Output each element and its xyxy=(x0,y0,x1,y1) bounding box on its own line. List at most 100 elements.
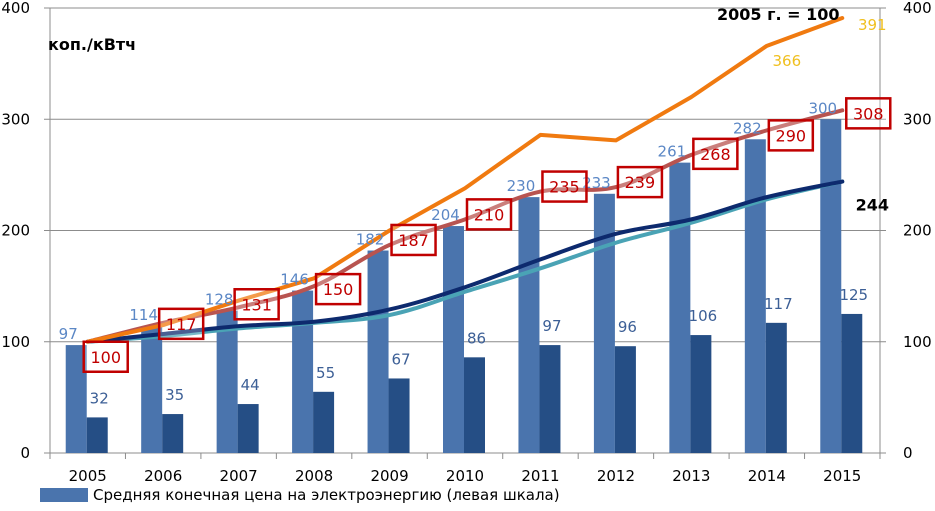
x-tick-label: 2014 xyxy=(748,467,786,485)
bar xyxy=(841,313,863,453)
red-value-label: 150 xyxy=(323,280,354,299)
red-label-box xyxy=(233,288,280,321)
x-tick-label: 2010 xyxy=(446,467,484,485)
bar-value-label: 204 xyxy=(431,206,460,224)
x-tick-label: 2013 xyxy=(672,467,710,485)
red-value-label: 308 xyxy=(853,104,884,123)
bar-value-label: 117 xyxy=(764,295,793,313)
red-label-box xyxy=(616,165,664,199)
y-tick-label-left: 200 xyxy=(1,222,30,240)
y-tick-label-right: 400 xyxy=(903,0,932,17)
red-value-label: 187 xyxy=(398,231,429,250)
bar xyxy=(367,250,389,453)
orange-value-label: 366 xyxy=(772,52,801,70)
bar xyxy=(313,391,335,453)
bar-value-label: 300 xyxy=(808,99,837,117)
bar xyxy=(539,345,561,453)
navy-value-label: 244 xyxy=(856,196,889,215)
line-index-navy xyxy=(85,179,845,344)
bar xyxy=(669,162,691,453)
red-value-label: 117 xyxy=(166,315,197,334)
red-label-box xyxy=(541,170,588,203)
bar xyxy=(216,310,238,453)
red-label-box xyxy=(82,340,129,373)
bar-value-label: 261 xyxy=(658,143,687,161)
bar xyxy=(65,345,87,453)
x-tick-label: 2007 xyxy=(220,467,258,485)
bar-value-label: 67 xyxy=(391,350,410,368)
red-label-box xyxy=(157,307,205,341)
red-label-box xyxy=(845,97,892,130)
line-index-teal xyxy=(85,179,845,344)
y-tick-label-right: 300 xyxy=(903,110,932,128)
bar xyxy=(141,326,163,453)
bar-value-label: 97 xyxy=(59,325,78,343)
x-tick-label: 2011 xyxy=(521,467,559,485)
bar xyxy=(614,346,636,453)
y-tick-label-right: 100 xyxy=(903,333,932,351)
red-value-label: 100 xyxy=(90,348,121,367)
bar xyxy=(443,226,464,453)
bar-value-label: 233 xyxy=(582,174,611,192)
x-tick-label: 2012 xyxy=(597,467,635,485)
bar-value-label: 114 xyxy=(129,306,158,324)
lines xyxy=(85,16,845,344)
bar-value-label: 182 xyxy=(356,231,385,249)
legend-swatch xyxy=(40,488,88,502)
bar-value-label: 97 xyxy=(542,317,561,335)
bar xyxy=(518,197,540,453)
unit-label: коп./кВтч xyxy=(48,35,136,54)
bar-value-label: 230 xyxy=(507,177,536,195)
y-tick-label-left: 100 xyxy=(1,333,30,351)
bar xyxy=(388,378,410,453)
red-label-box xyxy=(692,137,739,171)
bar xyxy=(690,335,712,453)
bar-value-label: 282 xyxy=(733,119,762,137)
y-tick-label-left: 400 xyxy=(1,0,30,17)
bar xyxy=(593,193,615,453)
bar xyxy=(237,404,259,453)
red-label-box xyxy=(314,272,362,306)
y-tick-label-left: 300 xyxy=(1,110,30,128)
line-index-orange xyxy=(85,16,845,344)
bar-value-label: 128 xyxy=(205,291,234,309)
red-label-box xyxy=(390,223,437,257)
line-index-red xyxy=(85,108,845,344)
x-tick-label: 2005 xyxy=(69,467,107,485)
bar-value-label: 125 xyxy=(839,286,868,304)
red-label-box xyxy=(465,198,513,231)
bar-value-label: 44 xyxy=(241,376,260,394)
y-tick-label-left: 0 xyxy=(20,444,30,462)
red-value-label: 131 xyxy=(241,295,272,314)
bars xyxy=(65,119,863,453)
data-labels: 97 114 128 146 182 204 230 233 261 282 300 32 35 44 55… xyxy=(59,16,892,407)
legend: Средняя конечная цена на электроэнергию … xyxy=(40,486,560,504)
index-note: 2005 г. = 100 xyxy=(717,5,839,24)
bar-value-label: 35 xyxy=(165,386,184,404)
bar xyxy=(162,414,184,453)
red-value-label: 210 xyxy=(474,205,505,224)
bar xyxy=(765,322,787,453)
legend-label: Средняя конечная цена на электроэнергию … xyxy=(93,486,560,504)
bar-value-label: 86 xyxy=(467,329,486,347)
x-tick-label: 2009 xyxy=(370,467,408,485)
orange-value-label: 391 xyxy=(858,16,887,34)
red-label-box xyxy=(767,119,815,152)
bar xyxy=(464,357,485,453)
y-tick-label-right: 0 xyxy=(903,444,913,462)
x-tick-label: 2008 xyxy=(295,467,333,485)
bar xyxy=(744,139,766,453)
red-value-label: 268 xyxy=(700,145,731,164)
bar-value-label: 106 xyxy=(689,307,718,325)
bar xyxy=(86,417,108,453)
red-value-label: 239 xyxy=(625,173,656,192)
bar-value-label: 96 xyxy=(618,318,637,336)
bar xyxy=(820,119,842,453)
bar-value-label: 32 xyxy=(90,389,109,407)
axes: 0 100 200 300 400 0 100 200 300 400 2005 2006 2007 20… xyxy=(1,0,931,485)
bar-value-label: 146 xyxy=(280,271,309,289)
x-tick-label: 2015 xyxy=(823,467,861,485)
x-tick-label: 2006 xyxy=(144,467,182,485)
red-value-label: 290 xyxy=(776,126,807,145)
